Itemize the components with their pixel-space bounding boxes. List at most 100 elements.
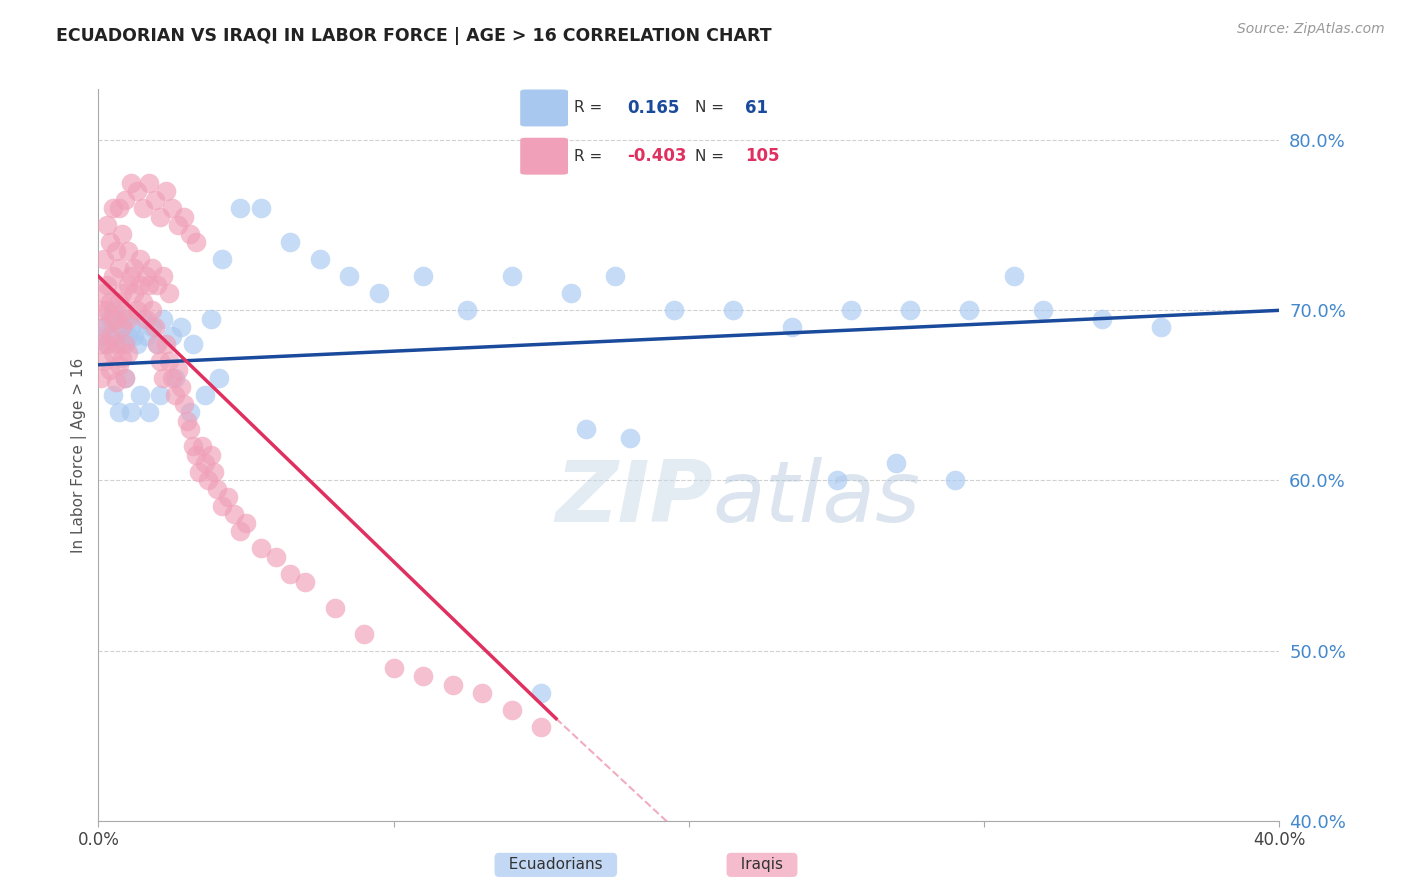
Point — [501, 269, 523, 284]
Point — [122, 260, 145, 275]
Point — [900, 303, 922, 318]
Point — [501, 703, 523, 717]
Point — [141, 320, 163, 334]
Point — [170, 320, 193, 334]
Point — [103, 388, 125, 402]
Text: Source: ZipAtlas.com: Source: ZipAtlas.com — [1237, 22, 1385, 37]
Point — [90, 303, 112, 318]
Point — [1150, 320, 1173, 334]
Point — [194, 388, 217, 402]
Point — [825, 474, 848, 488]
Point — [98, 294, 121, 309]
Text: atlas: atlas — [713, 458, 921, 541]
Point — [93, 320, 115, 334]
Point — [173, 210, 195, 224]
Point — [103, 201, 125, 215]
Point — [162, 329, 183, 343]
Point — [181, 337, 204, 351]
Point — [146, 337, 169, 351]
Point — [132, 311, 155, 326]
Point — [108, 320, 131, 334]
Point — [90, 329, 112, 343]
Point — [117, 346, 139, 360]
Point — [664, 303, 686, 318]
Point — [152, 269, 174, 284]
Point — [235, 516, 257, 530]
Text: Iraqis: Iraqis — [731, 857, 793, 872]
Point — [149, 210, 172, 224]
Point — [211, 499, 233, 513]
Point — [132, 294, 155, 309]
Point — [141, 260, 163, 275]
Point — [208, 371, 231, 385]
Point — [217, 491, 239, 505]
Point — [723, 303, 745, 318]
Point — [575, 422, 598, 436]
Point — [93, 252, 115, 267]
Point — [280, 566, 302, 581]
Point — [105, 311, 128, 326]
Point — [884, 457, 907, 471]
Point — [441, 677, 464, 691]
Text: Ecuadorians: Ecuadorians — [499, 857, 613, 872]
Point — [157, 286, 180, 301]
Point — [93, 286, 115, 301]
Point — [179, 422, 201, 436]
Point — [280, 235, 302, 250]
Point — [90, 371, 112, 385]
Text: R =: R = — [574, 101, 602, 115]
Point — [114, 311, 136, 326]
Point — [90, 337, 112, 351]
Point — [184, 448, 207, 462]
Point — [143, 193, 166, 207]
Point — [194, 457, 217, 471]
Point — [138, 176, 160, 190]
Point — [141, 303, 163, 318]
Point — [96, 277, 118, 292]
Point — [103, 303, 125, 318]
Point — [250, 541, 273, 556]
Point — [170, 380, 193, 394]
Point — [103, 311, 125, 326]
FancyBboxPatch shape — [520, 89, 568, 127]
Point — [96, 337, 118, 351]
Point — [619, 431, 641, 445]
Point — [200, 448, 222, 462]
Point — [111, 337, 134, 351]
Text: ZIP: ZIP — [555, 458, 713, 541]
Point — [117, 329, 139, 343]
Text: N =: N = — [695, 149, 724, 164]
Point — [108, 358, 131, 372]
Point — [167, 363, 190, 377]
Point — [122, 286, 145, 301]
Point — [412, 269, 434, 284]
Point — [200, 311, 222, 326]
Point — [135, 329, 157, 343]
Point — [146, 277, 169, 292]
Point — [184, 235, 207, 250]
Point — [841, 303, 863, 318]
Point — [125, 337, 148, 351]
Text: 105: 105 — [745, 147, 780, 165]
Point — [114, 371, 136, 385]
Point — [114, 337, 136, 351]
Point — [146, 337, 169, 351]
Point — [105, 375, 128, 389]
Point — [122, 329, 145, 343]
Point — [152, 371, 174, 385]
Point — [117, 277, 139, 292]
Point — [103, 269, 125, 284]
Point — [128, 252, 150, 267]
Point — [114, 193, 136, 207]
Point — [530, 686, 553, 700]
Point — [229, 524, 252, 539]
Point — [353, 626, 375, 640]
Point — [138, 405, 160, 419]
Point — [93, 320, 115, 334]
Point — [98, 363, 121, 377]
Point — [229, 201, 252, 215]
Point — [165, 371, 187, 385]
Point — [111, 320, 134, 334]
Point — [191, 439, 214, 453]
Point — [197, 474, 219, 488]
